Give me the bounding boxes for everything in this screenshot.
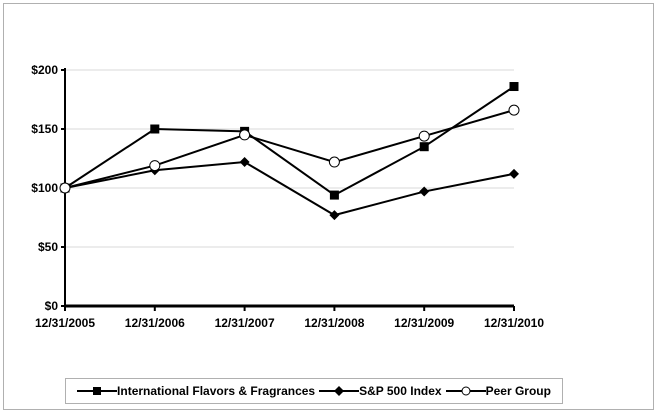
legend-item-sp500: S&P 500 Index	[319, 384, 442, 398]
series-line	[64, 85, 515, 197]
x-tick-label: 12/31/2007	[215, 316, 275, 330]
x-tick-label: 12/31/2006	[125, 316, 185, 330]
y-tick-label: $200	[31, 63, 58, 77]
data-point-circle	[239, 129, 251, 141]
series-line	[64, 109, 515, 189]
series-line	[64, 161, 515, 217]
legend-label: Peer Group	[485, 384, 551, 398]
legend-item-iff: International Flavors & Fragrances	[77, 384, 315, 398]
data-point-circle	[59, 182, 71, 194]
data-point-square	[509, 82, 519, 92]
data-point-circle	[418, 130, 430, 142]
data-point-square	[150, 124, 160, 134]
data-point-circle	[508, 104, 520, 116]
x-tick-label: 12/31/2010	[484, 316, 544, 330]
legend-marker-square	[77, 387, 118, 395]
y-tick-label: $50	[38, 240, 58, 254]
y-tick-label: $150	[31, 122, 58, 136]
data-point-circle	[149, 160, 161, 172]
data-point-square	[329, 190, 339, 200]
legend-item-peer: Peer Group	[445, 384, 551, 398]
x-tick-label: 12/31/2008	[304, 316, 364, 330]
legend-marker-diamond	[319, 386, 360, 396]
x-tick-label: 12/31/2009	[394, 316, 454, 330]
legend: International Flavors & Fragrances S&P 5…	[65, 378, 563, 404]
legend-label: S&P 500 Index	[359, 384, 442, 398]
legend-label: International Flavors & Fragrances	[117, 384, 316, 398]
y-tick-label: $0	[45, 299, 59, 313]
data-point-square	[419, 142, 429, 152]
data-point-diamond	[329, 210, 340, 221]
y-tick-label: $100	[31, 181, 58, 195]
x-tick-label: 12/31/2005	[35, 316, 95, 330]
data-point-diamond	[419, 186, 430, 197]
data-point-circle	[328, 156, 340, 168]
legend-marker-circle	[445, 386, 486, 396]
data-point-diamond	[239, 157, 250, 168]
chart-frame	[3, 3, 654, 410]
data-point-diamond	[509, 168, 519, 179]
